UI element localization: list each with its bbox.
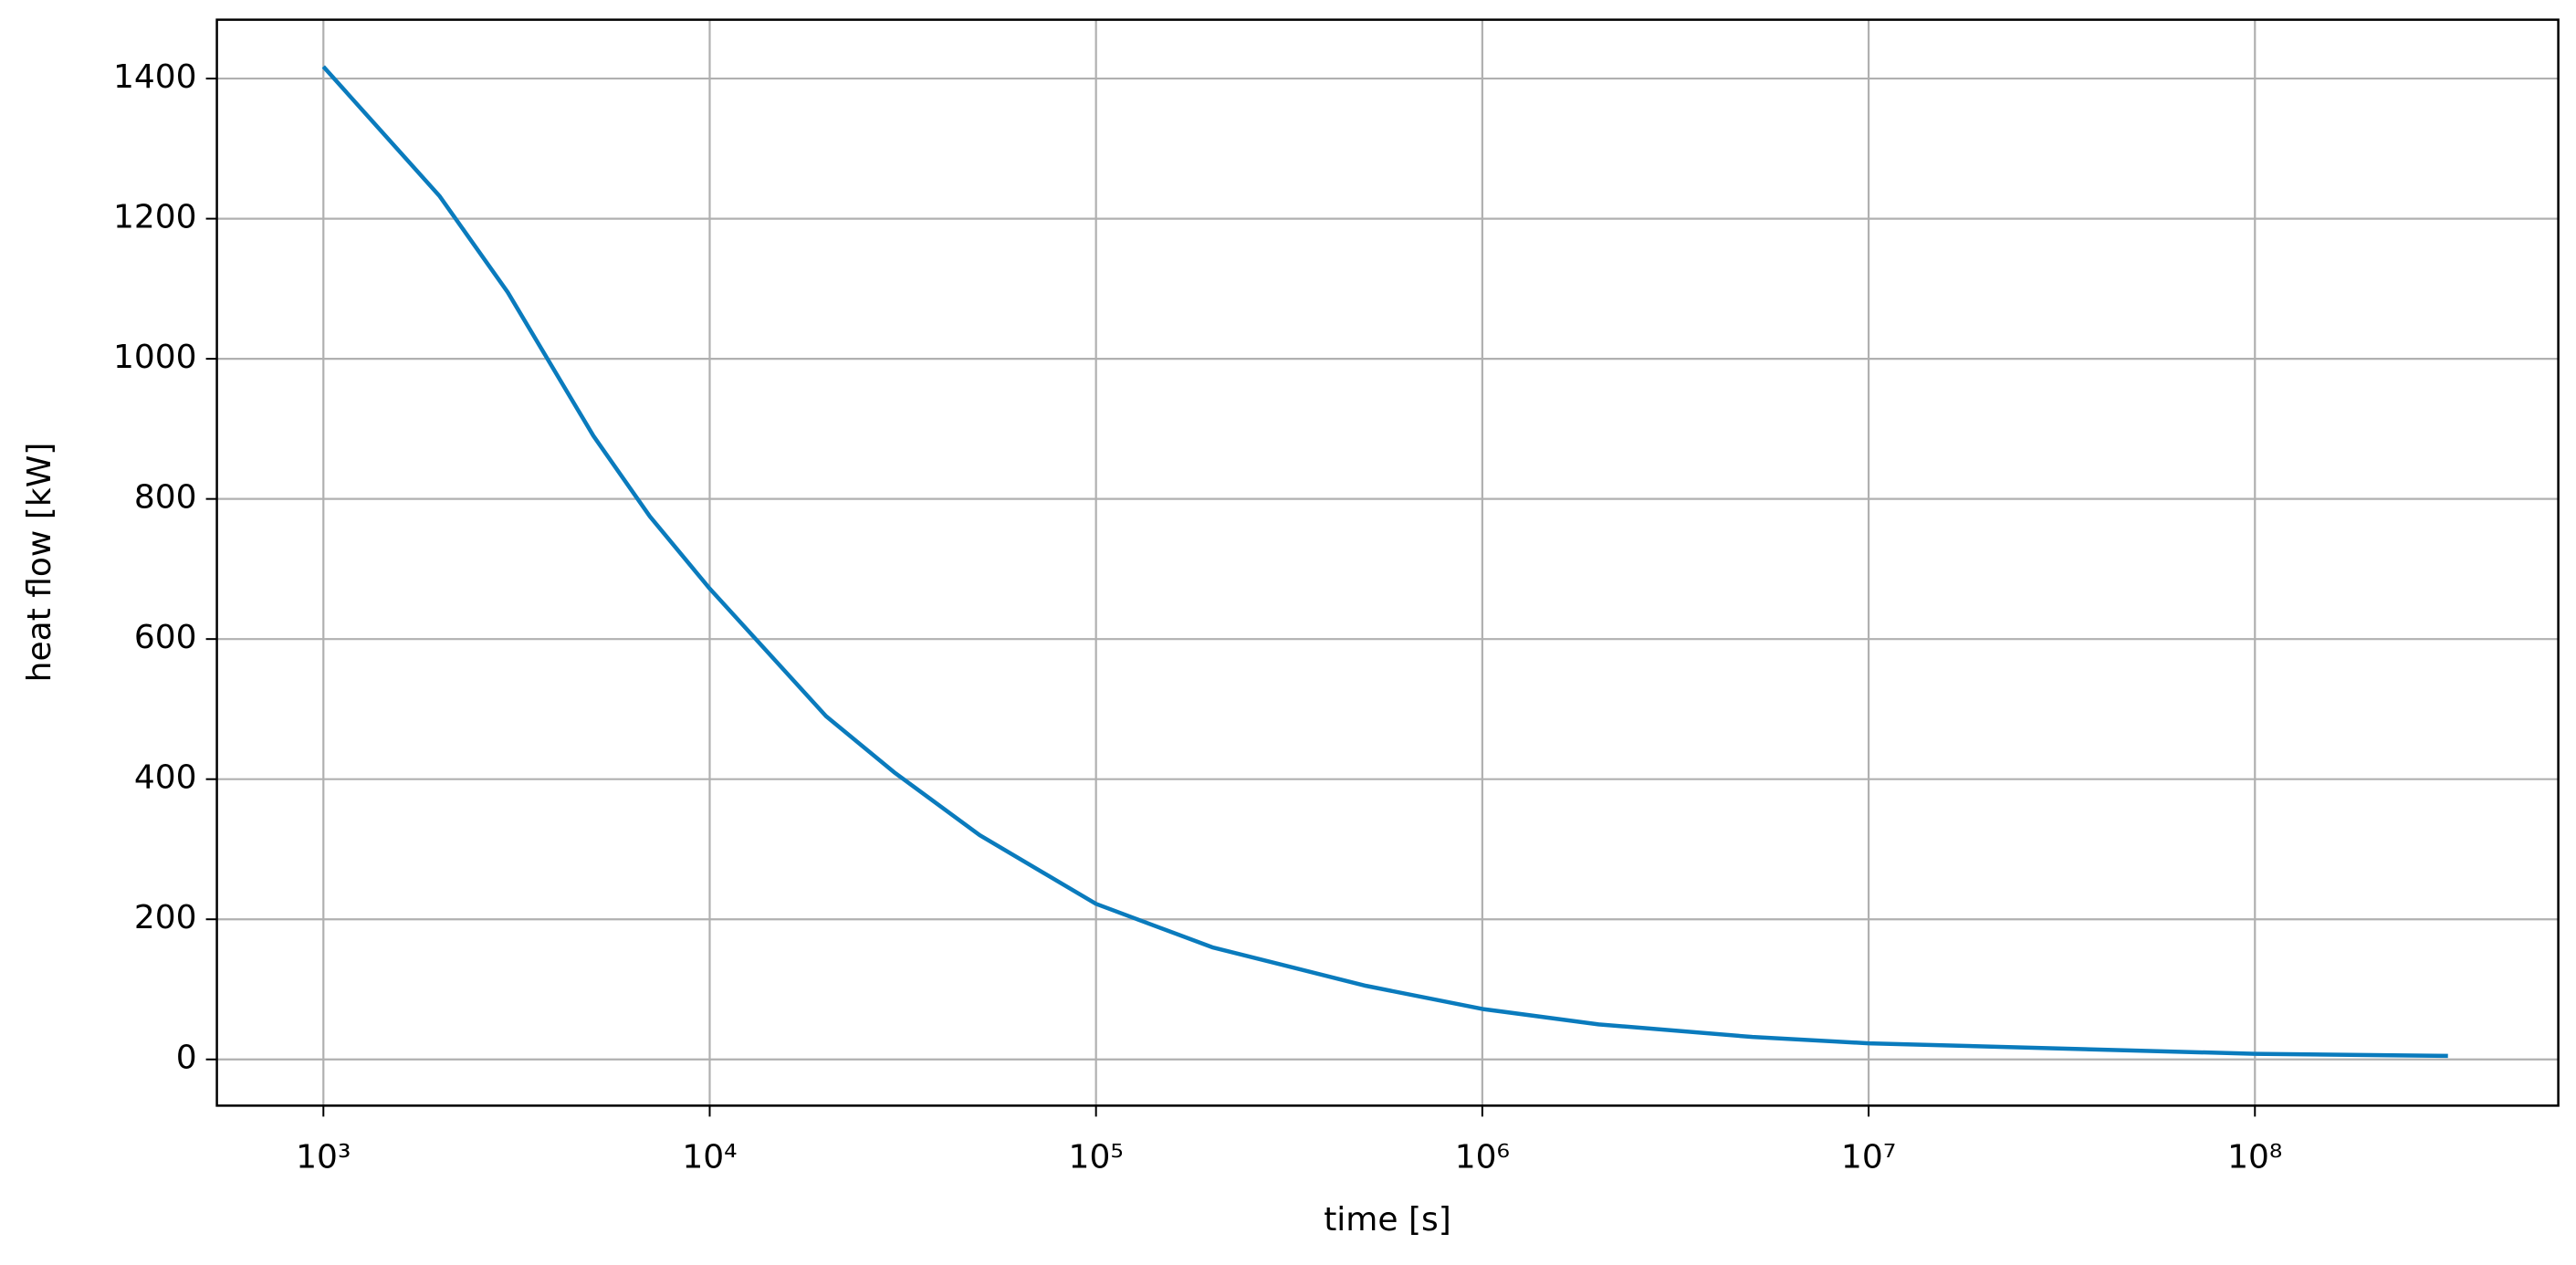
y-tick-label: 1000 [113,339,197,376]
x-tick-label: 10⁶ [1455,1138,1510,1176]
y-tick-label: 1400 [113,58,197,96]
y-tick-label: 0 [176,1040,197,1077]
y-tick-label: 1200 [113,199,197,236]
x-tick-label: 10⁸ [2227,1138,2282,1176]
y-tick-label: 600 [134,619,197,656]
y-axis-label: heat flow [kW] [21,443,58,683]
y-tick-label: 800 [134,479,197,517]
x-tick-label: 10⁴ [682,1138,737,1176]
data-line [321,65,2448,1059]
x-tick-label: 10⁷ [1841,1138,1896,1176]
x-axis-label: time [s] [1324,1201,1451,1239]
x-tick-label: 10⁵ [1069,1138,1124,1176]
x-tick-label: 10³ [296,1138,351,1176]
y-tick-label: 400 [134,759,197,797]
plot-frame [215,18,2560,1107]
y-tick-label: 200 [134,899,197,936]
